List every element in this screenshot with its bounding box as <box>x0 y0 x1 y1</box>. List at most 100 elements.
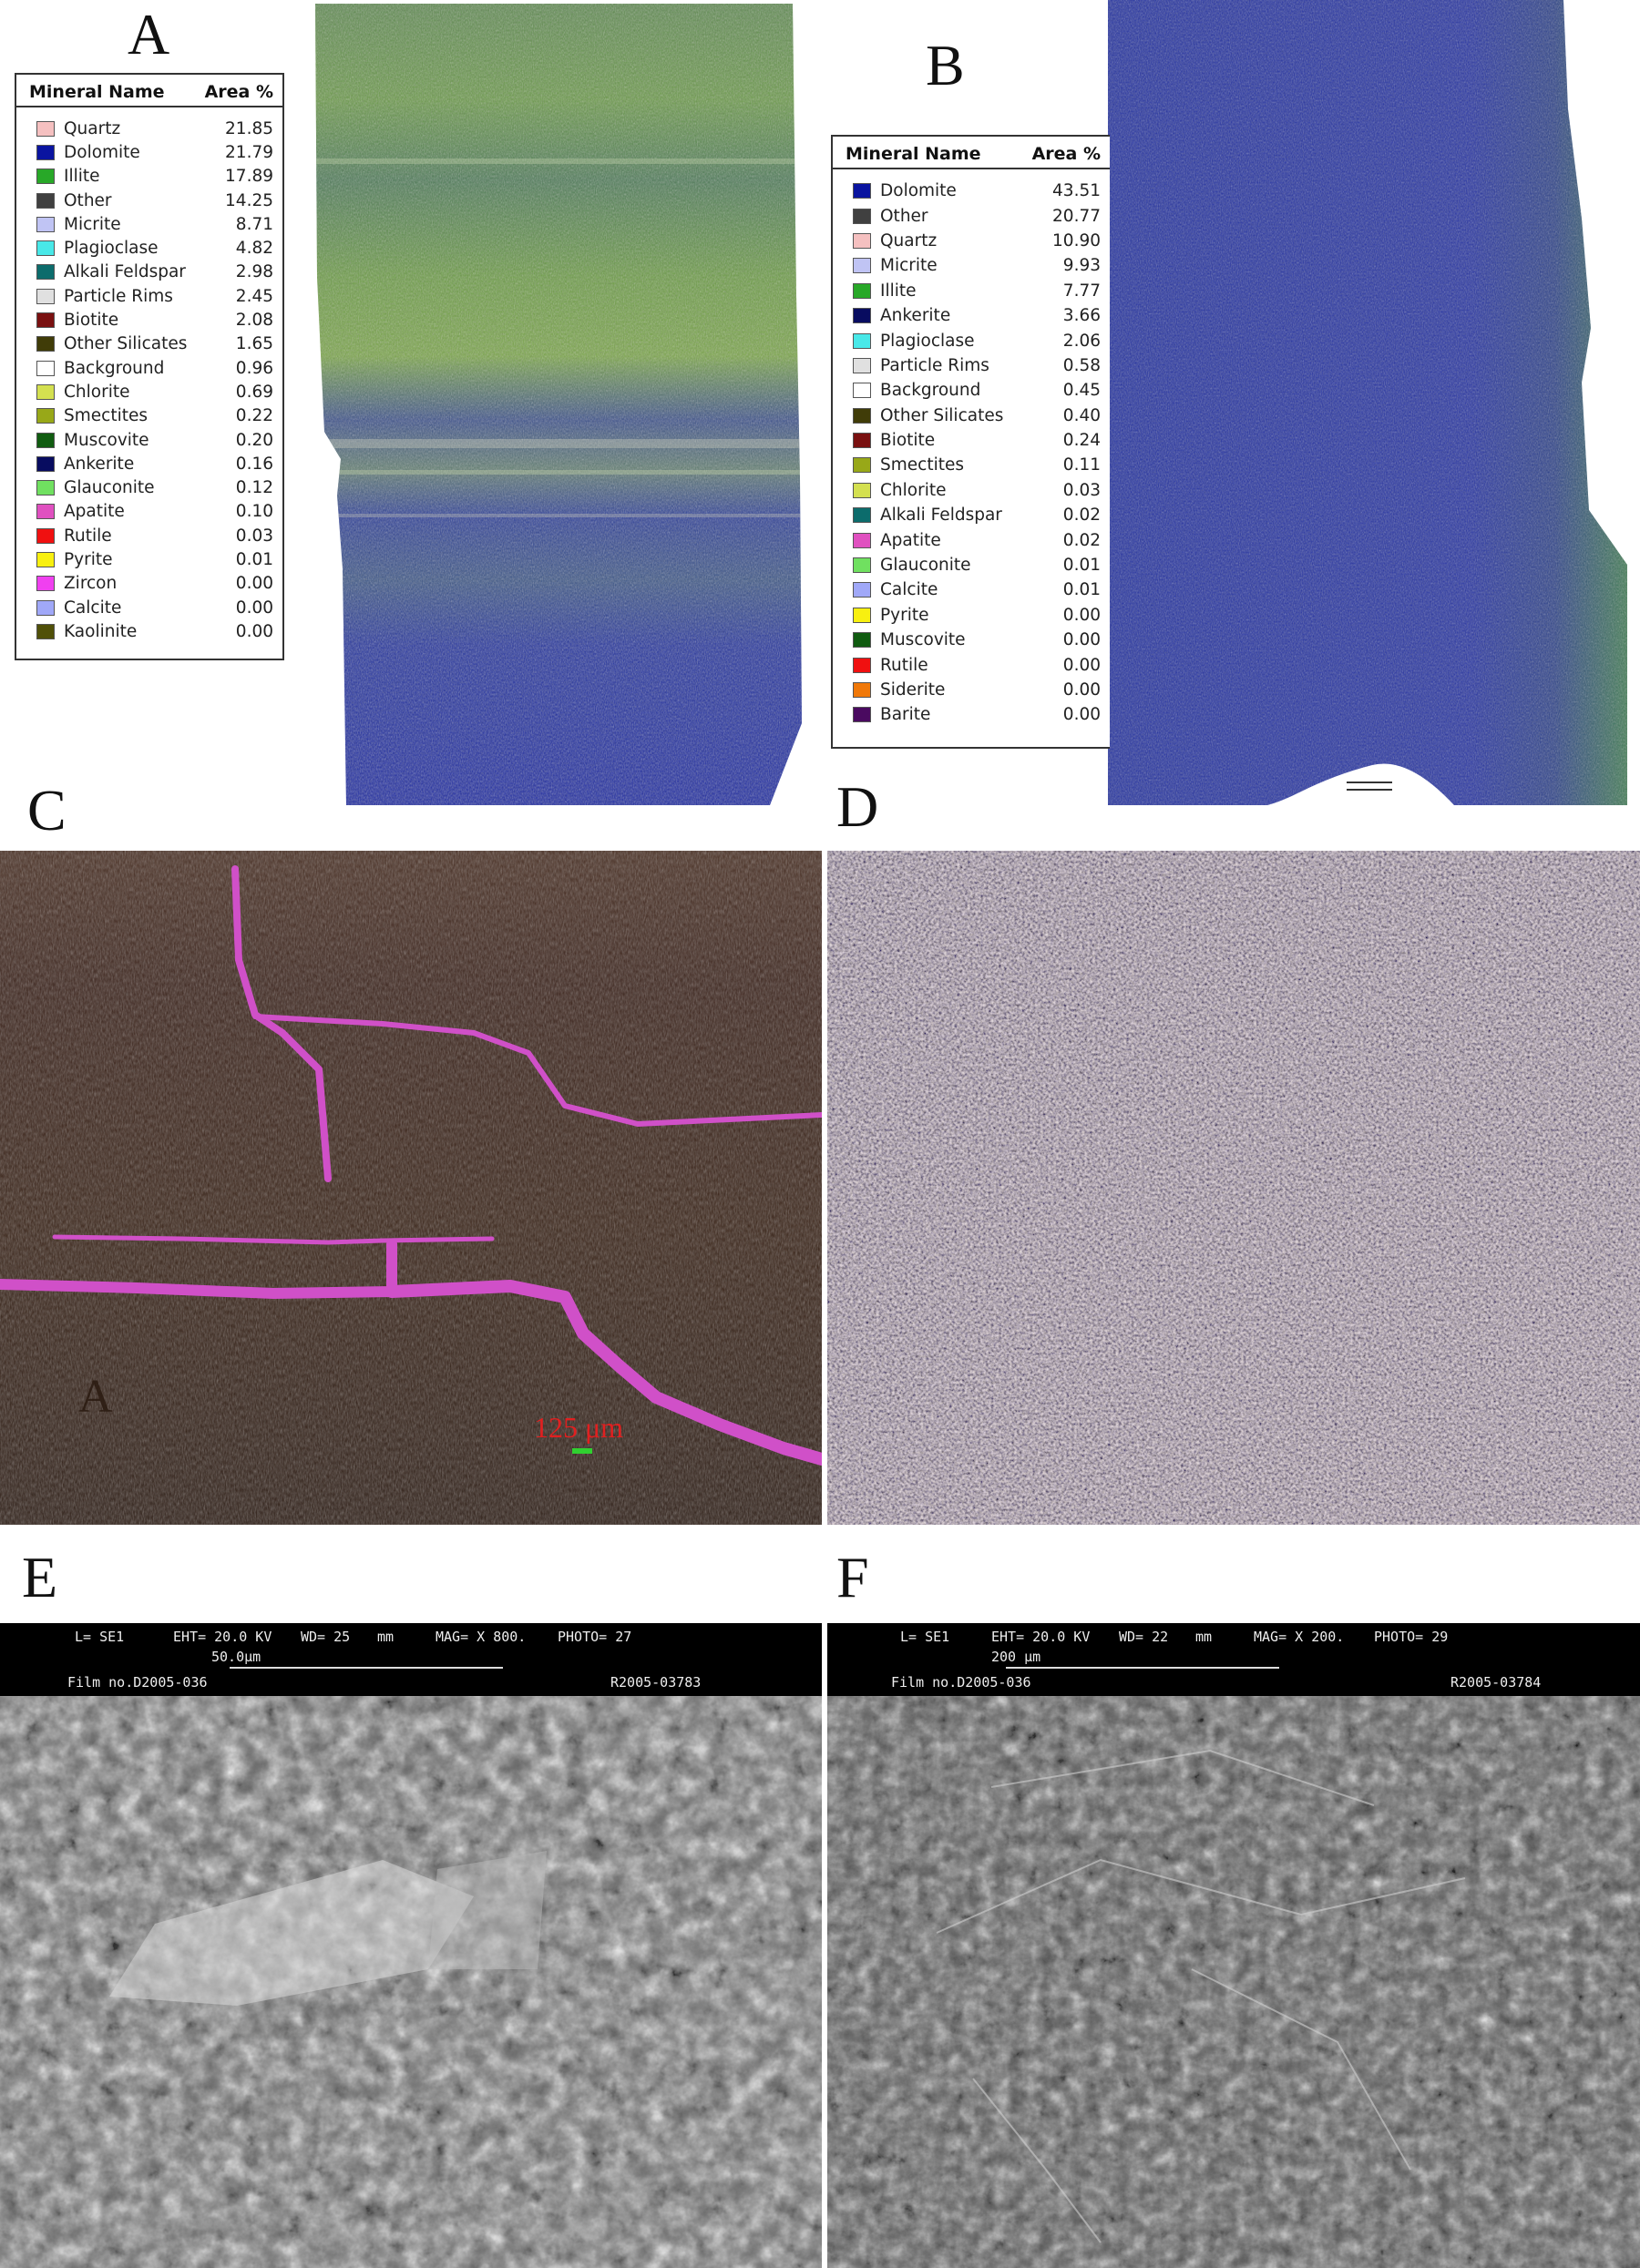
legend-row-other: Other 14.25 <box>36 189 273 212</box>
legend-row-zircon: Zircon 0.00 <box>36 572 273 596</box>
panel-label-e: E <box>22 1545 58 1609</box>
legend-mineral-name: Other <box>880 206 928 226</box>
legend-swatch <box>36 240 55 257</box>
legend-mineral-name: Chlorite <box>64 382 130 402</box>
scale-text-c: 125 μm <box>534 1411 623 1444</box>
legend-swatch <box>853 657 871 673</box>
inner-label-a: A <box>78 1371 113 1423</box>
legend-row-dolomite: Dolomite 21.79 <box>36 140 273 164</box>
legend-swatch <box>853 482 871 498</box>
legend-swatch <box>853 707 871 723</box>
panel-label-a: A <box>128 2 170 66</box>
legend-area-value: 1.65 <box>235 334 273 354</box>
legend-row-muscovite: Muscovite 0.00 <box>853 628 1101 652</box>
legend-swatch <box>853 308 871 324</box>
legend-mineral-name: Glauconite <box>880 556 971 576</box>
legend-mineral-name: Siderite <box>880 680 946 700</box>
legend-row-plagioclase: Plagioclase 2.06 <box>853 328 1101 352</box>
legend-mineral-name: Alkali Feldspar <box>880 506 1002 526</box>
legend-mineral-name: Biotite <box>880 431 936 451</box>
legend-b-header-area: Area % <box>1031 144 1101 164</box>
legend-b-rows: Dolomite 43.51 Other 20.77 Quartz 10.90 Micrit… <box>833 169 1110 735</box>
legend-swatch <box>853 507 871 524</box>
legend-row-quartz: Quartz 21.85 <box>36 117 273 140</box>
sem-e-wd: WD= 25 <box>301 1629 351 1645</box>
sem-e-photo: PHOTO= 27 <box>558 1629 632 1645</box>
legend-area-value: 0.12 <box>235 478 273 498</box>
legend-row-background: Background 0.96 <box>36 356 273 380</box>
legend-row-background: Background 0.45 <box>853 378 1101 403</box>
legend-row-biotite: Biotite 0.24 <box>853 428 1101 453</box>
legend-b-header-name: Mineral Name <box>846 144 981 164</box>
legend-swatch <box>36 383 55 400</box>
legend-swatch <box>36 336 55 352</box>
legend-swatch <box>36 576 55 592</box>
legend-row-apatite: Apatite 0.02 <box>853 527 1101 552</box>
legend-row-calcite: Calcite 0.01 <box>853 577 1101 602</box>
legend-area-value: 14.25 <box>225 190 273 210</box>
thin-section-c: A 125 μm <box>0 851 822 1525</box>
legend-swatch <box>853 682 871 698</box>
legend-row-glauconite: Glauconite 0.01 <box>853 553 1101 577</box>
legend-swatch <box>36 192 55 209</box>
legend-swatch <box>36 264 55 281</box>
legend-mineral-name: Muscovite <box>64 430 149 450</box>
legend-area-value: 20.77 <box>1052 206 1101 226</box>
legend-area-value: 0.10 <box>235 502 273 522</box>
sem-f-ref: R2005-03784 <box>1450 1674 1542 1691</box>
legend-mineral-name: Rutile <box>880 655 928 675</box>
legend-row-particle-rims: Particle Rims 2.45 <box>36 284 273 308</box>
mineral-map-b <box>1108 0 1627 805</box>
sem-e-scale: 50.0μm <box>211 1649 261 1665</box>
legend-row-particle-rims: Particle Rims 0.58 <box>853 353 1101 378</box>
legend-mineral-name: Alkali Feldspar <box>64 262 186 282</box>
legend-mineral-name: Background <box>880 381 981 401</box>
legend-swatch <box>853 532 871 548</box>
legend-swatch <box>36 599 55 616</box>
legend-row-chlorite: Chlorite 0.69 <box>36 380 273 404</box>
sem-f-scale-line <box>1006 1667 1279 1669</box>
legend-row-chlorite: Chlorite 0.03 <box>853 478 1101 503</box>
legend-b: Mineral Name Area % Dolomite 43.51 Other 20… <box>831 135 1110 749</box>
fracture-lines <box>936 1749 1466 2243</box>
legend-area-value: 0.11 <box>1062 455 1101 475</box>
legend-swatch <box>36 408 55 424</box>
legend-mineral-name: Chlorite <box>880 480 947 500</box>
legend-row-rutile: Rutile 0.03 <box>36 524 273 547</box>
legend-swatch <box>36 169 55 185</box>
legend-area-value: 0.69 <box>235 382 273 402</box>
legend-area-value: 0.00 <box>235 574 273 594</box>
legend-mineral-name: Other Silicates <box>880 405 1004 425</box>
legend-swatch <box>36 360 55 376</box>
legend-row-kaolinite: Kaolinite 0.00 <box>36 619 273 643</box>
legend-row-siderite: Siderite 0.00 <box>853 678 1101 702</box>
legend-mineral-name: Particle Rims <box>880 355 989 375</box>
legend-area-value: 0.03 <box>1062 480 1101 500</box>
legend-swatch <box>36 480 55 496</box>
legend-mineral-name: Ankerite <box>64 454 135 474</box>
sem-image-e: L= SE1 EHT= 20.0 KV WD= 25 mm MAG= X 800… <box>0 1623 822 2268</box>
legend-swatch <box>853 332 871 349</box>
legend-swatch <box>853 557 871 574</box>
legend-area-value: 2.08 <box>235 311 273 331</box>
legend-area-value: 4.82 <box>235 239 273 259</box>
legend-swatch <box>853 183 871 199</box>
legend-area-value: 7.77 <box>1062 281 1101 301</box>
thin-section-d <box>827 851 1640 1525</box>
legend-area-value: 0.01 <box>1062 580 1101 600</box>
legend-area-value: 10.90 <box>1052 230 1101 250</box>
legend-area-value: 0.22 <box>235 406 273 426</box>
legend-row-illite: Illite 17.89 <box>36 165 273 189</box>
legend-mineral-name: Particle Rims <box>64 286 173 306</box>
legend-a-header-area: Area % <box>204 82 273 102</box>
legend-area-value: 8.71 <box>235 214 273 234</box>
legend-area-value: 3.66 <box>1062 306 1101 326</box>
legend-mineral-name: Other Silicates <box>64 334 188 354</box>
legend-mineral-name: Apatite <box>880 530 941 550</box>
sem-f-mag: MAG= X 200. <box>1254 1629 1345 1645</box>
legend-mineral-name: Muscovite <box>880 630 966 650</box>
sem-f-scale: 200 μm <box>991 1649 1041 1665</box>
legend-a-header: Mineral Name Area % <box>16 75 282 107</box>
legend-row-dolomite: Dolomite 43.51 <box>853 179 1101 203</box>
legend-row-micrite: Micrite 8.71 <box>36 212 273 236</box>
